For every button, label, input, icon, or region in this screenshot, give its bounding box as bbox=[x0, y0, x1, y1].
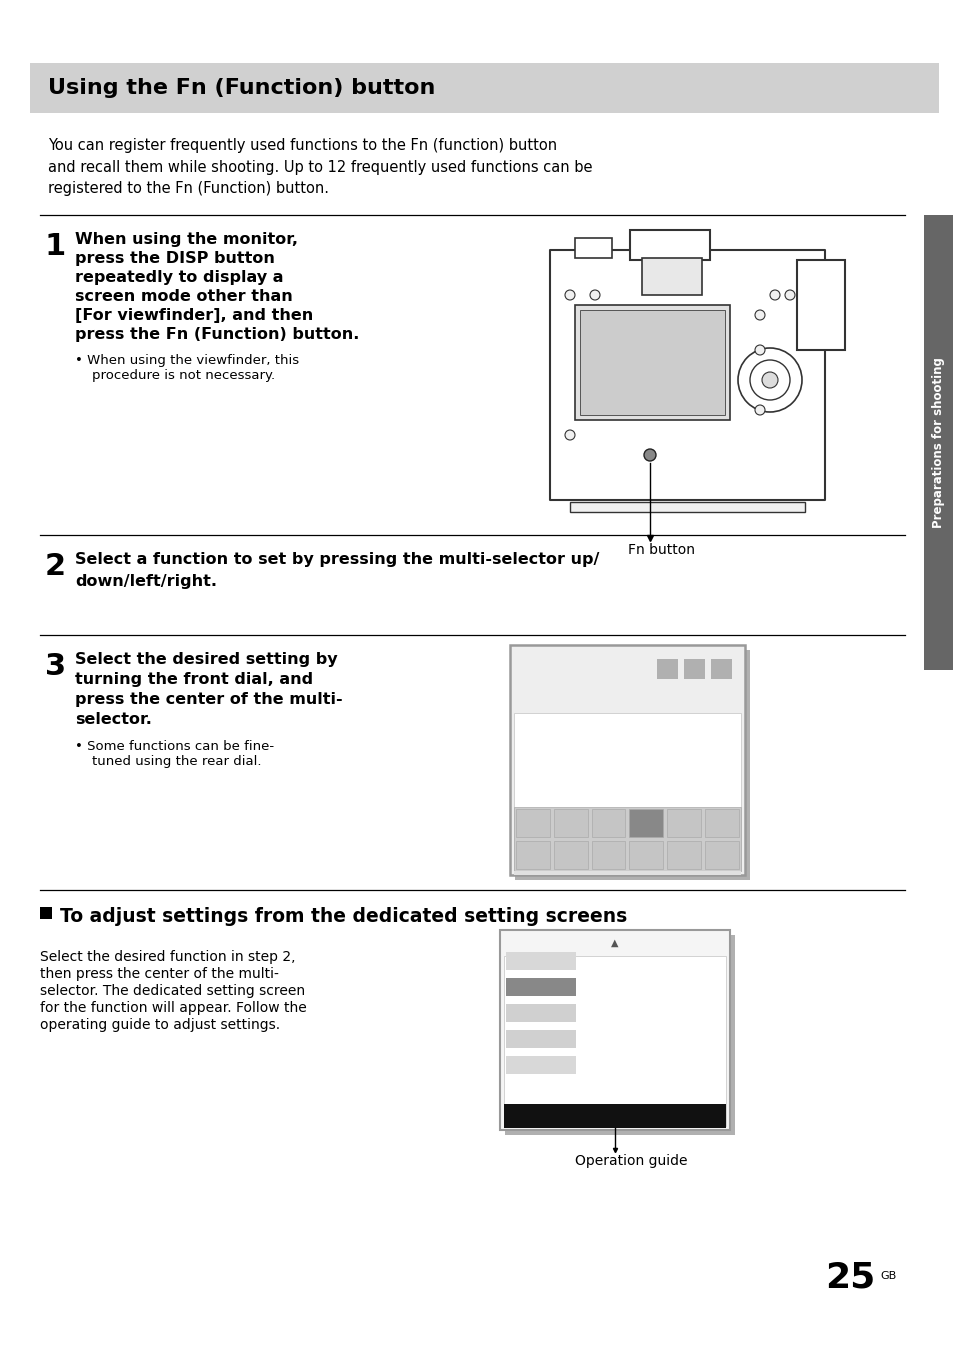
Bar bbox=[704, 841, 739, 869]
Text: selector.: selector. bbox=[75, 712, 152, 728]
Text: Operation guide: Operation guide bbox=[575, 1154, 687, 1167]
Circle shape bbox=[769, 291, 780, 300]
Circle shape bbox=[643, 449, 656, 461]
Bar bbox=[505, 952, 576, 970]
Bar bbox=[514, 807, 740, 872]
Bar bbox=[704, 808, 739, 837]
Circle shape bbox=[564, 430, 575, 440]
Bar bbox=[575, 305, 729, 420]
Circle shape bbox=[784, 291, 794, 300]
Text: To adjust settings from the dedicated setting screens: To adjust settings from the dedicated se… bbox=[60, 907, 626, 925]
Bar bbox=[30, 63, 938, 113]
Bar bbox=[641, 258, 701, 295]
Circle shape bbox=[754, 346, 764, 355]
Text: Fn button: Fn button bbox=[627, 543, 695, 557]
Bar bbox=[796, 260, 844, 350]
Text: You can register frequently used functions to the Fn (function) button
and recal: You can register frequently used functio… bbox=[48, 139, 592, 196]
Text: 3: 3 bbox=[45, 652, 66, 681]
Bar bbox=[504, 935, 734, 1135]
Text: tuned using the rear dial.: tuned using the rear dial. bbox=[75, 755, 261, 768]
Bar bbox=[499, 929, 729, 1130]
Bar bbox=[514, 872, 740, 876]
Text: press the Fn (Function) button.: press the Fn (Function) button. bbox=[75, 327, 359, 342]
Bar bbox=[515, 650, 749, 880]
Bar bbox=[710, 659, 731, 679]
Circle shape bbox=[761, 373, 778, 387]
Bar bbox=[579, 309, 724, 416]
Text: 2: 2 bbox=[45, 551, 66, 581]
Bar bbox=[503, 956, 725, 1126]
Text: operating guide to adjust settings.: operating guide to adjust settings. bbox=[40, 1018, 280, 1032]
Text: ▲: ▲ bbox=[611, 937, 618, 948]
Text: Preparations for shooting: Preparations for shooting bbox=[931, 356, 944, 529]
Bar bbox=[591, 841, 625, 869]
Bar bbox=[657, 659, 678, 679]
Bar bbox=[505, 1030, 576, 1048]
Bar bbox=[514, 713, 740, 872]
Bar bbox=[575, 238, 612, 258]
Circle shape bbox=[564, 291, 575, 300]
Bar bbox=[667, 808, 700, 837]
Text: • When using the viewfinder, this: • When using the viewfinder, this bbox=[75, 354, 299, 367]
Bar bbox=[516, 808, 549, 837]
Bar bbox=[510, 646, 744, 876]
Text: repeatedly to display a: repeatedly to display a bbox=[75, 270, 283, 285]
Bar bbox=[591, 808, 625, 837]
Text: 25: 25 bbox=[824, 1262, 874, 1295]
Bar bbox=[554, 841, 587, 869]
Text: Select a function to set by pressing the multi-selector up/: Select a function to set by pressing the… bbox=[75, 551, 598, 568]
Bar bbox=[516, 841, 549, 869]
Bar bbox=[923, 215, 953, 670]
Bar bbox=[554, 808, 587, 837]
Bar bbox=[503, 1104, 725, 1128]
Bar bbox=[683, 659, 704, 679]
Bar bbox=[550, 250, 824, 500]
Text: press the center of the multi-: press the center of the multi- bbox=[75, 691, 342, 707]
Text: down/left/right.: down/left/right. bbox=[75, 574, 216, 589]
Text: When using the monitor,: When using the monitor, bbox=[75, 231, 297, 247]
Text: screen mode other than: screen mode other than bbox=[75, 289, 293, 304]
Text: then press the center of the multi-: then press the center of the multi- bbox=[40, 967, 278, 981]
Circle shape bbox=[589, 291, 599, 300]
Text: Select the desired function in step 2,: Select the desired function in step 2, bbox=[40, 950, 295, 964]
Bar bbox=[629, 808, 662, 837]
Bar bbox=[569, 502, 804, 512]
Text: selector. The dedicated setting screen: selector. The dedicated setting screen bbox=[40, 985, 305, 998]
Text: GB: GB bbox=[879, 1271, 895, 1280]
Bar bbox=[40, 907, 52, 919]
Text: Using the Fn (Function) button: Using the Fn (Function) button bbox=[48, 78, 435, 98]
Text: 1: 1 bbox=[45, 231, 66, 261]
Bar bbox=[505, 1003, 576, 1022]
Bar bbox=[505, 978, 576, 997]
Text: • Some functions can be fine-: • Some functions can be fine- bbox=[75, 740, 274, 753]
Bar bbox=[629, 230, 709, 260]
Text: [For viewfinder], and then: [For viewfinder], and then bbox=[75, 308, 313, 323]
Text: press the DISP button: press the DISP button bbox=[75, 252, 274, 266]
Circle shape bbox=[754, 405, 764, 416]
Text: Select the desired setting by: Select the desired setting by bbox=[75, 652, 337, 667]
Text: procedure is not necessary.: procedure is not necessary. bbox=[75, 369, 274, 382]
Bar bbox=[505, 1056, 576, 1075]
Text: turning the front dial, and: turning the front dial, and bbox=[75, 672, 313, 687]
Bar bbox=[667, 841, 700, 869]
Circle shape bbox=[754, 309, 764, 320]
Text: for the function will appear. Follow the: for the function will appear. Follow the bbox=[40, 1001, 307, 1015]
Bar bbox=[629, 841, 662, 869]
